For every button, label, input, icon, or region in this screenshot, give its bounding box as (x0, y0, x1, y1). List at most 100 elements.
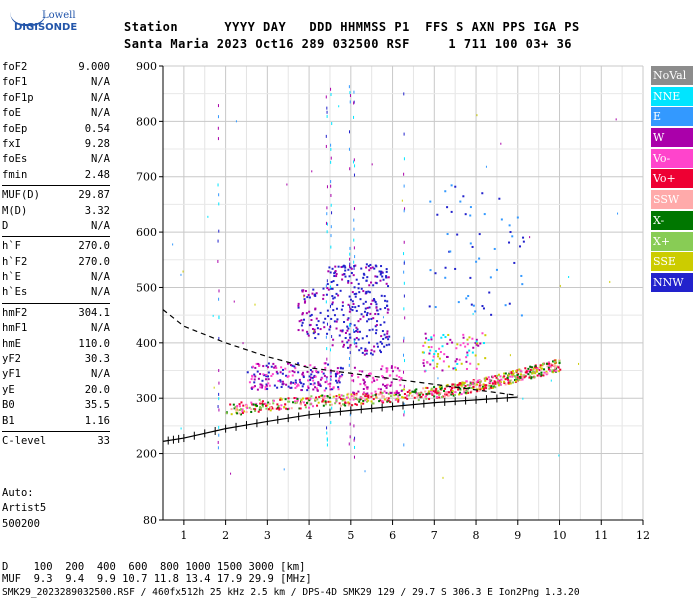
echo-point (264, 402, 267, 405)
echo-point (330, 143, 332, 147)
echo-point (312, 288, 315, 291)
echo-point (429, 363, 432, 366)
echo-point (364, 399, 367, 402)
echo-point (403, 184, 405, 188)
echo-point (488, 381, 491, 384)
echo-point (217, 104, 219, 108)
echo-point (217, 440, 219, 444)
echo-point (319, 378, 322, 381)
echo-point (462, 195, 465, 198)
echo-point (444, 336, 447, 339)
echo-point (507, 381, 510, 384)
y-tick-label: 500 (136, 281, 157, 294)
param-value: N/A (91, 271, 110, 284)
echo-point (500, 378, 503, 381)
echo-point (341, 304, 344, 307)
param-value: 30.3 (84, 353, 110, 366)
echo-point (558, 370, 561, 373)
echo-point (348, 275, 351, 278)
echo-point (428, 352, 431, 355)
echo-point (380, 272, 383, 275)
echo-point (326, 279, 328, 283)
echo-point (207, 215, 209, 218)
echo-point (568, 276, 570, 279)
echo-point (495, 268, 498, 271)
echo-point (326, 222, 328, 226)
echo-point (375, 396, 378, 399)
echo-point (349, 413, 351, 417)
echo-point (254, 403, 257, 406)
echo-point (251, 403, 254, 406)
echo-point (376, 345, 379, 348)
echo-point (341, 373, 344, 376)
echo-point (355, 342, 358, 345)
echo-point (334, 375, 337, 378)
echo-point (250, 410, 253, 413)
echo-point (441, 369, 444, 372)
echo-point (403, 92, 405, 96)
y-tick-label: 900 (136, 60, 157, 73)
echo-point (322, 294, 325, 297)
param-value: 9.000 (78, 61, 110, 73)
echo-point (386, 400, 389, 403)
echo-point (504, 383, 507, 386)
param-row: foF2 9.000 (2, 60, 110, 75)
echo-point (314, 294, 317, 297)
echo-point (454, 185, 457, 188)
echo-point (350, 393, 353, 396)
echo-point (276, 386, 279, 389)
echo-point (615, 118, 617, 121)
echo-point (385, 386, 388, 389)
echo-point (334, 270, 337, 273)
echo-point (308, 397, 311, 400)
echo-point (327, 288, 330, 291)
echo-point (304, 364, 307, 367)
echo-point (376, 320, 379, 323)
echo-point (301, 313, 304, 316)
echo-point (578, 362, 580, 365)
echo-point (374, 312, 377, 315)
echo-point (454, 267, 457, 270)
echo-point (504, 372, 507, 375)
echo-point (275, 366, 278, 369)
echo-point (368, 373, 371, 376)
echo-point (353, 438, 355, 442)
echo-point (353, 90, 355, 94)
echo-point (516, 216, 519, 219)
echo-point (518, 368, 521, 371)
echo-point (458, 393, 461, 396)
echo-point (306, 397, 309, 400)
echo-point (259, 386, 262, 389)
echo-point (253, 378, 256, 381)
echo-point (518, 375, 521, 378)
echo-point (302, 383, 305, 386)
echo-point (339, 366, 342, 369)
echo-point (323, 395, 326, 398)
echo-point (482, 307, 485, 310)
echo-point (354, 306, 357, 309)
echo-point (289, 382, 292, 385)
echo-point (316, 389, 319, 392)
echo-point (314, 337, 317, 340)
echo-point (375, 303, 378, 306)
echo-point (446, 233, 449, 236)
echo-point (371, 266, 374, 269)
echo-point (234, 405, 237, 408)
echo-point (288, 400, 291, 403)
echo-point (317, 383, 320, 386)
echo-point (240, 413, 243, 416)
echo-point (448, 250, 451, 253)
echo-point (285, 407, 288, 410)
echo-point (295, 397, 298, 400)
echo-point (334, 265, 337, 268)
echo-point (503, 375, 506, 378)
echo-point (362, 379, 365, 382)
echo-point (535, 370, 538, 373)
echo-point (300, 403, 303, 406)
y-tick-label: 80 (143, 514, 157, 527)
echo-point (279, 398, 282, 401)
y-tick-label: 400 (136, 337, 157, 350)
echo-point (346, 393, 349, 396)
echo-point (309, 376, 312, 379)
echo-point (281, 372, 284, 375)
